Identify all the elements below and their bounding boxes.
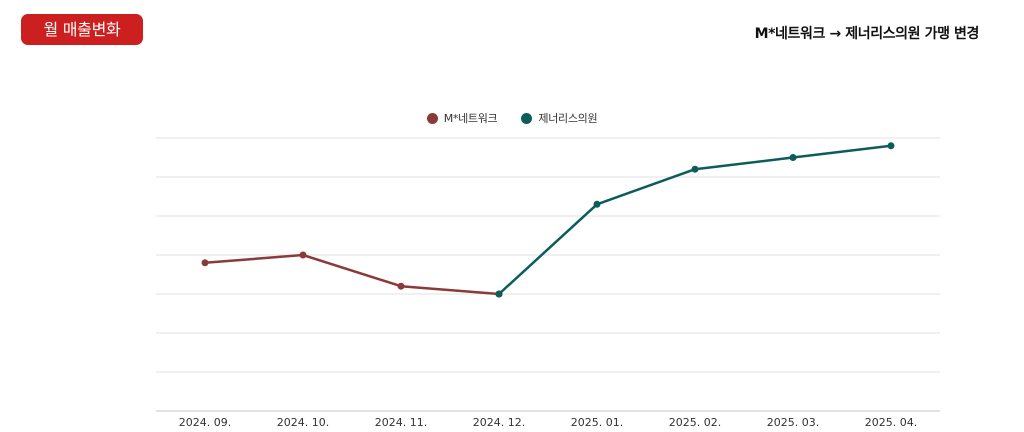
data-point — [201, 259, 209, 267]
x-tick-label: 2024. 12. — [473, 416, 525, 429]
legend-item-series-2[interactable]: 제너리스의원 — [521, 110, 598, 126]
x-tick-label: 2025. 03. — [767, 416, 819, 429]
data-point — [397, 282, 405, 290]
legend-marker-series-2 — [521, 112, 533, 124]
monthly-sales-badge: 월 매출변화 — [21, 14, 143, 45]
legend-marker-series-1 — [426, 112, 438, 124]
x-tick-label: 2024. 09. — [179, 416, 231, 429]
series-line-1 — [204, 253, 500, 296]
data-point — [495, 290, 503, 298]
legend-label-series-2: 제너리스의원 — [538, 112, 598, 125]
x-tick-label: 2025. 01. — [571, 416, 623, 429]
x-tick-label: 2025. 02. — [669, 416, 721, 429]
data-point — [691, 165, 699, 173]
x-tick-label: 2025. 04. — [865, 416, 917, 429]
x-tick-label: 2024. 11. — [375, 416, 427, 429]
data-point — [299, 251, 307, 259]
legend-label-series-1: M*네트워크 — [443, 112, 498, 125]
x-tick-label: 2024. 10. — [277, 416, 329, 429]
legend-item-series-1[interactable]: M*네트워크 — [426, 110, 498, 126]
page-title: M*네트워크 → 제너리스의원 가맹 변경 — [754, 26, 980, 42]
data-point — [593, 200, 601, 208]
data-point — [789, 154, 797, 161]
data-point — [887, 142, 895, 150]
chart-legend: M*네트워크 제너리스의원 — [0, 110, 1024, 126]
